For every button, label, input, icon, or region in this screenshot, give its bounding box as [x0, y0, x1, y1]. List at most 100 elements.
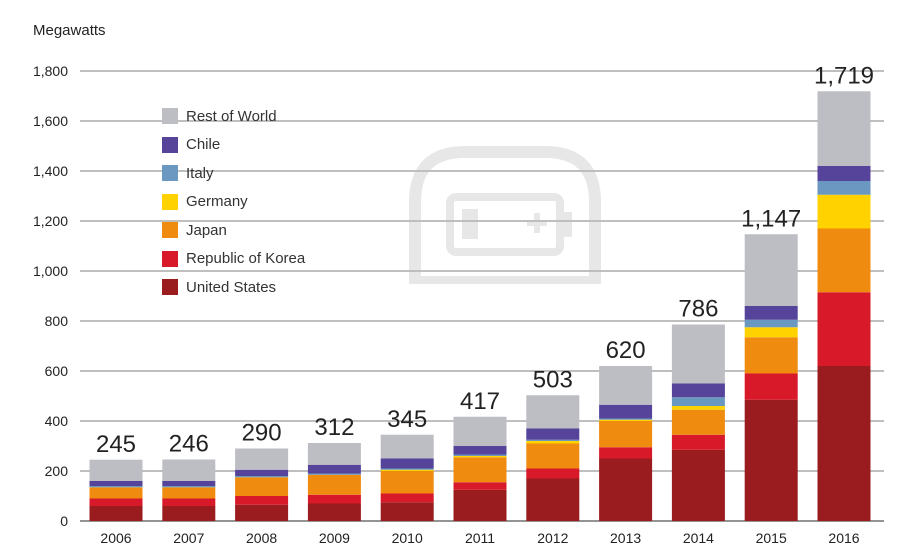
legend-item: Chile: [162, 131, 305, 160]
y-tick-label: 600: [45, 363, 69, 379]
x-tick-label: 2015: [756, 530, 787, 546]
bar-total-label: 312: [314, 414, 354, 441]
y-tick-label: 400: [45, 413, 69, 429]
x-tick-label: 2008: [246, 530, 277, 546]
bar-segment: [817, 91, 871, 166]
bar-segment: [744, 234, 798, 306]
bar-segment: [671, 449, 725, 521]
bar-total-label: 245: [96, 431, 136, 458]
bar-total-label: 1,719: [814, 62, 874, 89]
bar-segment: [453, 416, 507, 446]
bar-total-label: 290: [242, 420, 282, 447]
bar-segment: [453, 482, 507, 490]
legend-item: Republic of Korea: [162, 245, 305, 274]
y-tick-label: 200: [45, 463, 69, 479]
bar-segment: [89, 506, 143, 521]
bar-segment: [235, 477, 289, 496]
legend-label: Japan: [186, 221, 227, 239]
x-tick-label: 2009: [319, 530, 350, 546]
legend-label: Rest of World: [186, 107, 277, 125]
bar-segment: [162, 481, 216, 486]
bar-segment: [453, 489, 507, 521]
bar-total-label: 503: [533, 366, 573, 393]
bar-segment: [671, 434, 725, 450]
bar-segment: [235, 448, 289, 470]
bar-segment: [235, 476, 289, 478]
legend-swatch: [162, 136, 178, 153]
x-tick-label: 2007: [173, 530, 204, 546]
bar-segment: [817, 181, 871, 195]
y-tick-label: 1,200: [33, 213, 68, 229]
bar-segment: [380, 471, 434, 494]
bar-segment: [235, 504, 289, 521]
bar-segment: [162, 487, 216, 499]
bar-segment: [380, 469, 434, 471]
bar-segment: [526, 395, 580, 429]
y-tick-label: 800: [45, 313, 69, 329]
legend-item: Germany: [162, 188, 305, 217]
bar-segment: [380, 468, 434, 470]
bar-segment: [526, 439, 580, 441]
bar-segment: [162, 459, 216, 481]
bar-segment: [89, 486, 143, 488]
legend-label: Germany: [186, 193, 248, 211]
bar-segment: [380, 434, 434, 459]
bar-segment: [526, 478, 580, 521]
bar-segment: [380, 493, 434, 503]
legend-label: Republic of Korea: [186, 250, 306, 268]
bar-segment: [89, 498, 143, 506]
legend-item: Italy: [162, 159, 305, 188]
legend-swatch: [162, 222, 178, 239]
x-tick-label: 2012: [537, 530, 568, 546]
bar-segment: [744, 306, 798, 320]
legend-item: Japan: [162, 216, 305, 245]
bar-segment: [307, 474, 361, 495]
bar-segment: [162, 498, 216, 506]
legend-item: Rest of World: [162, 102, 305, 131]
bar-total-label: 786: [678, 296, 718, 323]
bar-segment: [526, 468, 580, 479]
bar-segment: [162, 486, 216, 488]
bar-segment: [599, 447, 653, 459]
chart-legend: Rest of World Chile Italy Germany Japan Repub…: [162, 102, 305, 302]
bar-segment: [380, 502, 434, 521]
bar-segment: [307, 494, 361, 504]
bar-segment: [671, 409, 725, 435]
bar-segment: [453, 456, 507, 458]
x-tick-label: 2016: [828, 530, 859, 546]
bar-segment: [526, 428, 580, 440]
bar-segment: [89, 481, 143, 486]
x-tick-label: 2011: [465, 530, 495, 546]
bar-segment: [671, 383, 725, 398]
bar-segment: [817, 292, 871, 366]
legend-swatch: [162, 279, 178, 296]
y-axis-label: Megawatts: [33, 22, 106, 39]
legend-swatch: [162, 193, 178, 210]
y-tick-label: 0: [60, 513, 68, 529]
bar-segment: [817, 228, 871, 293]
bar-segment: [744, 337, 798, 374]
bar-segment: [599, 458, 653, 521]
y-tick-label: 1,600: [33, 113, 68, 129]
bar-total-label: 620: [606, 337, 646, 364]
bar-segment: [744, 373, 798, 400]
bar-segment: [817, 366, 871, 521]
bar-segment: [671, 324, 725, 384]
x-tick-label: 2010: [392, 530, 423, 546]
legend-label: Italy: [186, 164, 214, 182]
bar-segment: [453, 446, 507, 455]
legend-swatch: [162, 108, 178, 125]
bar-segment: [599, 421, 653, 448]
bar-segment: [453, 457, 507, 483]
bar-segment: [89, 487, 143, 499]
x-tick-label: 2014: [683, 530, 714, 546]
bar-segment: [162, 506, 216, 521]
x-tick-label: 2006: [100, 530, 131, 546]
bar-segment: [307, 464, 361, 474]
bar-total-label: 417: [460, 388, 500, 415]
legend-item: United States: [162, 273, 305, 302]
bar-segment: [599, 366, 653, 405]
bar-segment: [235, 469, 289, 476]
bar-segment: [599, 419, 653, 421]
bar-segment: [744, 399, 798, 521]
